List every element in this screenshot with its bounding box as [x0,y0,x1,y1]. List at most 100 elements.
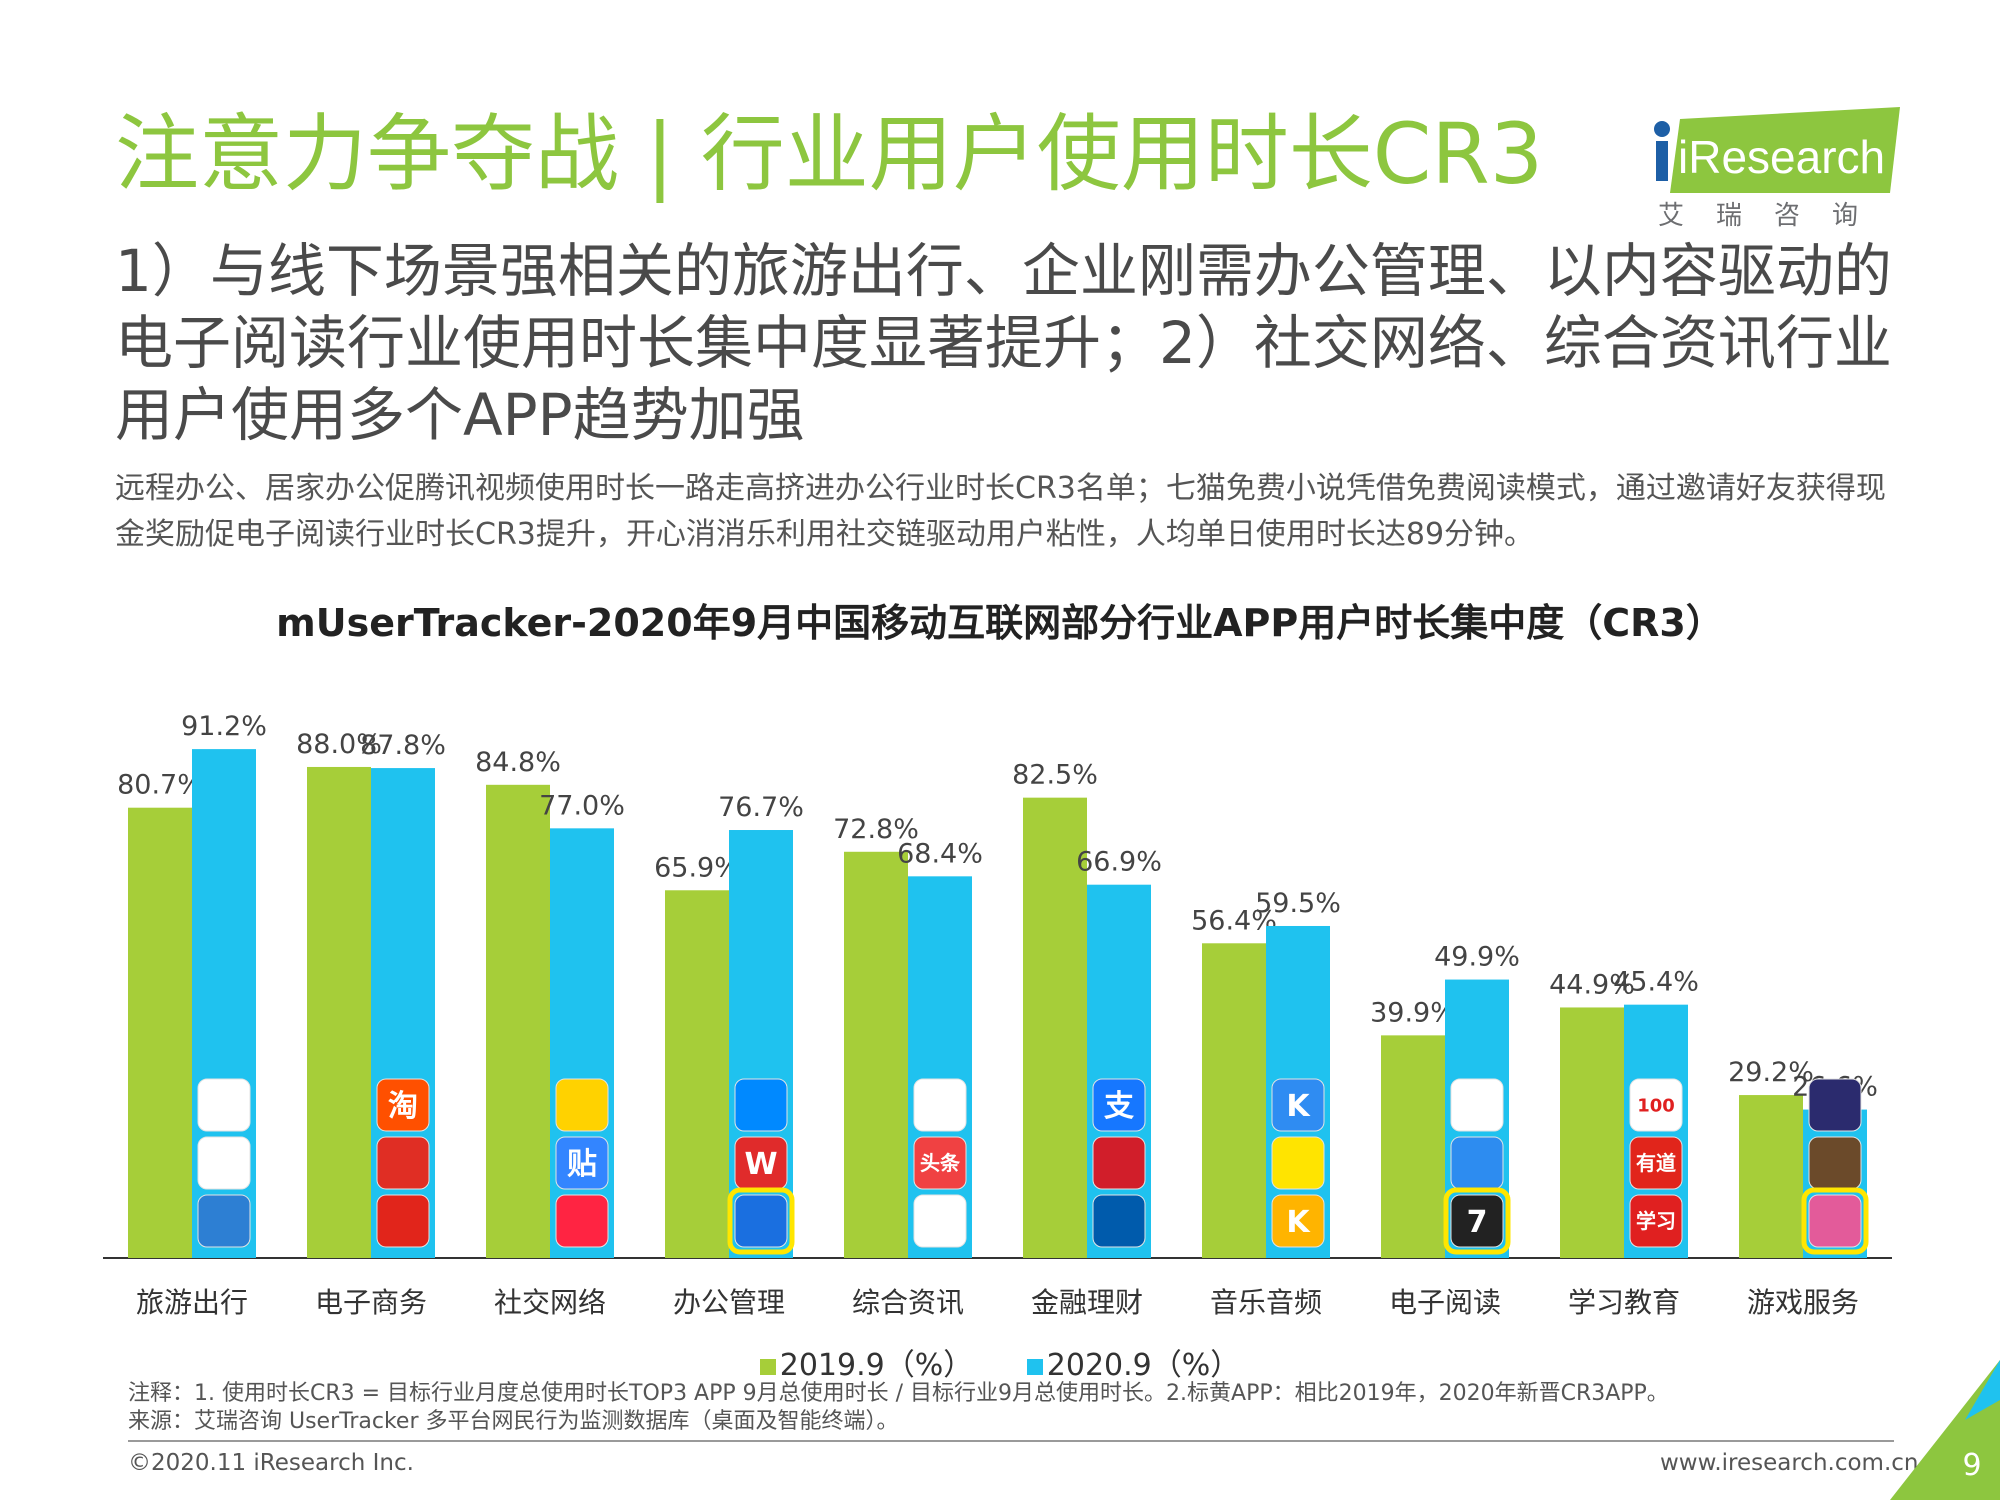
value-label-2019-8: 44.9% [1549,969,1635,1000]
legend-swatch-2020 [1026,1358,1043,1375]
bar-2019-3 [665,890,729,1258]
value-label-2019-4: 72.8% [833,814,919,845]
book-icon [1450,1078,1504,1132]
category-label-7: 电子阅读 [1389,1286,1501,1319]
alipay-icon [1092,1078,1146,1132]
xiaoxiaole-icon [1808,1194,1862,1248]
value-label-2020-1: 87.8% [360,730,446,761]
wangzhe-icon [1808,1078,1862,1132]
value-label-2020-4: 68.4% [897,838,983,869]
copyright: ©2020.11 iResearch Inc. [128,1450,414,1476]
qimao-icon-glyph: 7 [1467,1205,1488,1240]
jd-icon [376,1194,430,1248]
value-label-2020-7: 49.9% [1434,942,1520,973]
tencent-video-icon-highlight [727,1187,795,1255]
notes: 注释：1. 使用时长CR3 = 目标行业月度总使用时长TOP3 APP 9月总使… [128,1380,1928,1436]
dingtalk-icon [734,1078,788,1132]
note-line-2: 来源：艾瑞咨询 UserTracker 多平台网民行为监测数据库（桌面及智能终端… [128,1409,899,1434]
category-label-2: 社交网络 [494,1286,606,1319]
category-label-1: 电子商务 [315,1286,427,1319]
logo-chinese: 艾瑞咨询 [1658,201,1891,231]
note-line-1: 注释：1. 使用时长CR3 = 目标行业月度总使用时长TOP3 APP 9月总使… [128,1381,1669,1406]
xiaohongshu-icon [555,1194,609,1248]
value-label-2019-0: 80.7% [117,770,203,801]
alipay-icon-glyph: 支 [1104,1089,1134,1124]
pinduoduo-icon [376,1136,430,1190]
qimao-icon [1450,1194,1504,1248]
zuoyebang-icon [1629,1078,1683,1132]
bar-2020-2 [550,828,614,1258]
kuwo-icon [1271,1194,1325,1248]
corner-decoration [1890,1360,2000,1500]
value-label-2020-3: 76.7% [718,792,804,823]
legend-label-2019: 2019.9（%） [779,1348,974,1383]
tencent-news-icon [913,1078,967,1132]
value-label-2020-8: 45.4% [1613,967,1699,998]
sina-icon [913,1194,967,1248]
value-label-2019-9: 29.2% [1728,1057,1814,1088]
bar-2019-0 [128,807,192,1258]
ccb-icon [1092,1194,1146,1248]
value-label-2019-2: 84.8% [475,747,561,778]
footer-divider [128,1440,1894,1442]
chart-legend: 2019.9（%） 2020.9（%） [0,1340,2000,1384]
category-label-3: 办公管理 [673,1286,785,1319]
taobao-icon-glyph: 淘 [388,1089,418,1124]
youdao-icon [1629,1136,1683,1190]
qimao-icon-highlight [1443,1187,1511,1255]
legend-item-2020: 2020.9（%） [1026,1340,1241,1384]
wps-icon-glyph: W [744,1147,777,1182]
xuexi-icon-glyph: 学习 [1636,1209,1676,1233]
iresearch-logo: iResearch 艾瑞咨询 [1650,105,1900,231]
youdao-icon-glyph: 有道 [1636,1151,1676,1175]
logo-icon: iResearch [1654,107,1900,193]
description: 远程办公、居家办公促腾讯视频使用时长一路走高挤进办公行业时长CR3名单；七猫免费… [115,471,1886,552]
bar-2019-9 [1739,1095,1803,1258]
baidu-map-icon [197,1136,251,1190]
value-label-2019-3: 65.9% [654,852,740,883]
kuwo-icon-glyph: K [1286,1205,1311,1240]
value-label-2019-1: 88.0% [296,729,382,760]
value-label-2019-7: 39.9% [1370,997,1456,1028]
category-label-9: 游戏服务 [1747,1286,1859,1319]
tieba-icon [555,1136,609,1190]
qq-reader-icon [1450,1136,1504,1190]
xiaoxiaole-icon-highlight [1801,1187,1869,1255]
toutiao-icon-glyph: 头条 [920,1151,961,1175]
chart-title: mUserTracker-2020年9月中国移动互联网部分行业APP用户时长集中… [276,601,1724,645]
bar-2020-3 [729,830,793,1258]
website-link[interactable]: www.iresearch.com.cn [1660,1450,1919,1476]
zuoyebang-icon-glyph: 100 [1637,1095,1675,1116]
value-label-2020-5: 66.9% [1076,847,1162,878]
game-character-icon [1808,1136,1862,1190]
category-label-5: 金融理财 [1031,1286,1143,1319]
bar-2019-7 [1381,1035,1445,1258]
headline: 1）与线下场景强相关的旅游出行、企业刚需办公管理、以内容驱动的电子阅读行业使用时… [115,237,1892,449]
legend-label-2020: 2020.9（%） [1046,1348,1241,1383]
weibo-icon [555,1078,609,1132]
bar-2020-4 [908,876,972,1258]
bar-2019-6 [1202,943,1266,1258]
xuexi-icon [1629,1194,1683,1248]
page-title: 注意力争夺战 | 行业用户使用时长CR3 [115,105,1544,203]
category-label-0: 旅游出行 [136,1286,248,1319]
bar-2019-4 [844,851,908,1258]
category-label-8: 学习教育 [1568,1286,1680,1319]
category-label-6: 音乐音频 [1210,1286,1322,1319]
bar-2019-5 [1023,797,1087,1258]
bar-2019-2 [486,784,550,1258]
bar-2019-1 [307,766,371,1258]
value-label-2020-2: 77.0% [539,790,625,821]
qq-music-icon [1271,1136,1325,1190]
feizhu-plane-icon [197,1078,251,1132]
tieba-icon-glyph: 贴 [567,1147,597,1182]
toutiao-icon [913,1136,967,1190]
page-number: 9 [1962,1448,1982,1483]
xiecheng-icon [197,1194,251,1248]
category-label-4: 综合资讯 [852,1286,964,1319]
tencent-video-icon [734,1194,788,1248]
bar-2019-8 [1560,1007,1624,1258]
value-label-2020-6: 59.5% [1255,888,1341,919]
logo-wordmark: iResearch [1678,131,1885,183]
